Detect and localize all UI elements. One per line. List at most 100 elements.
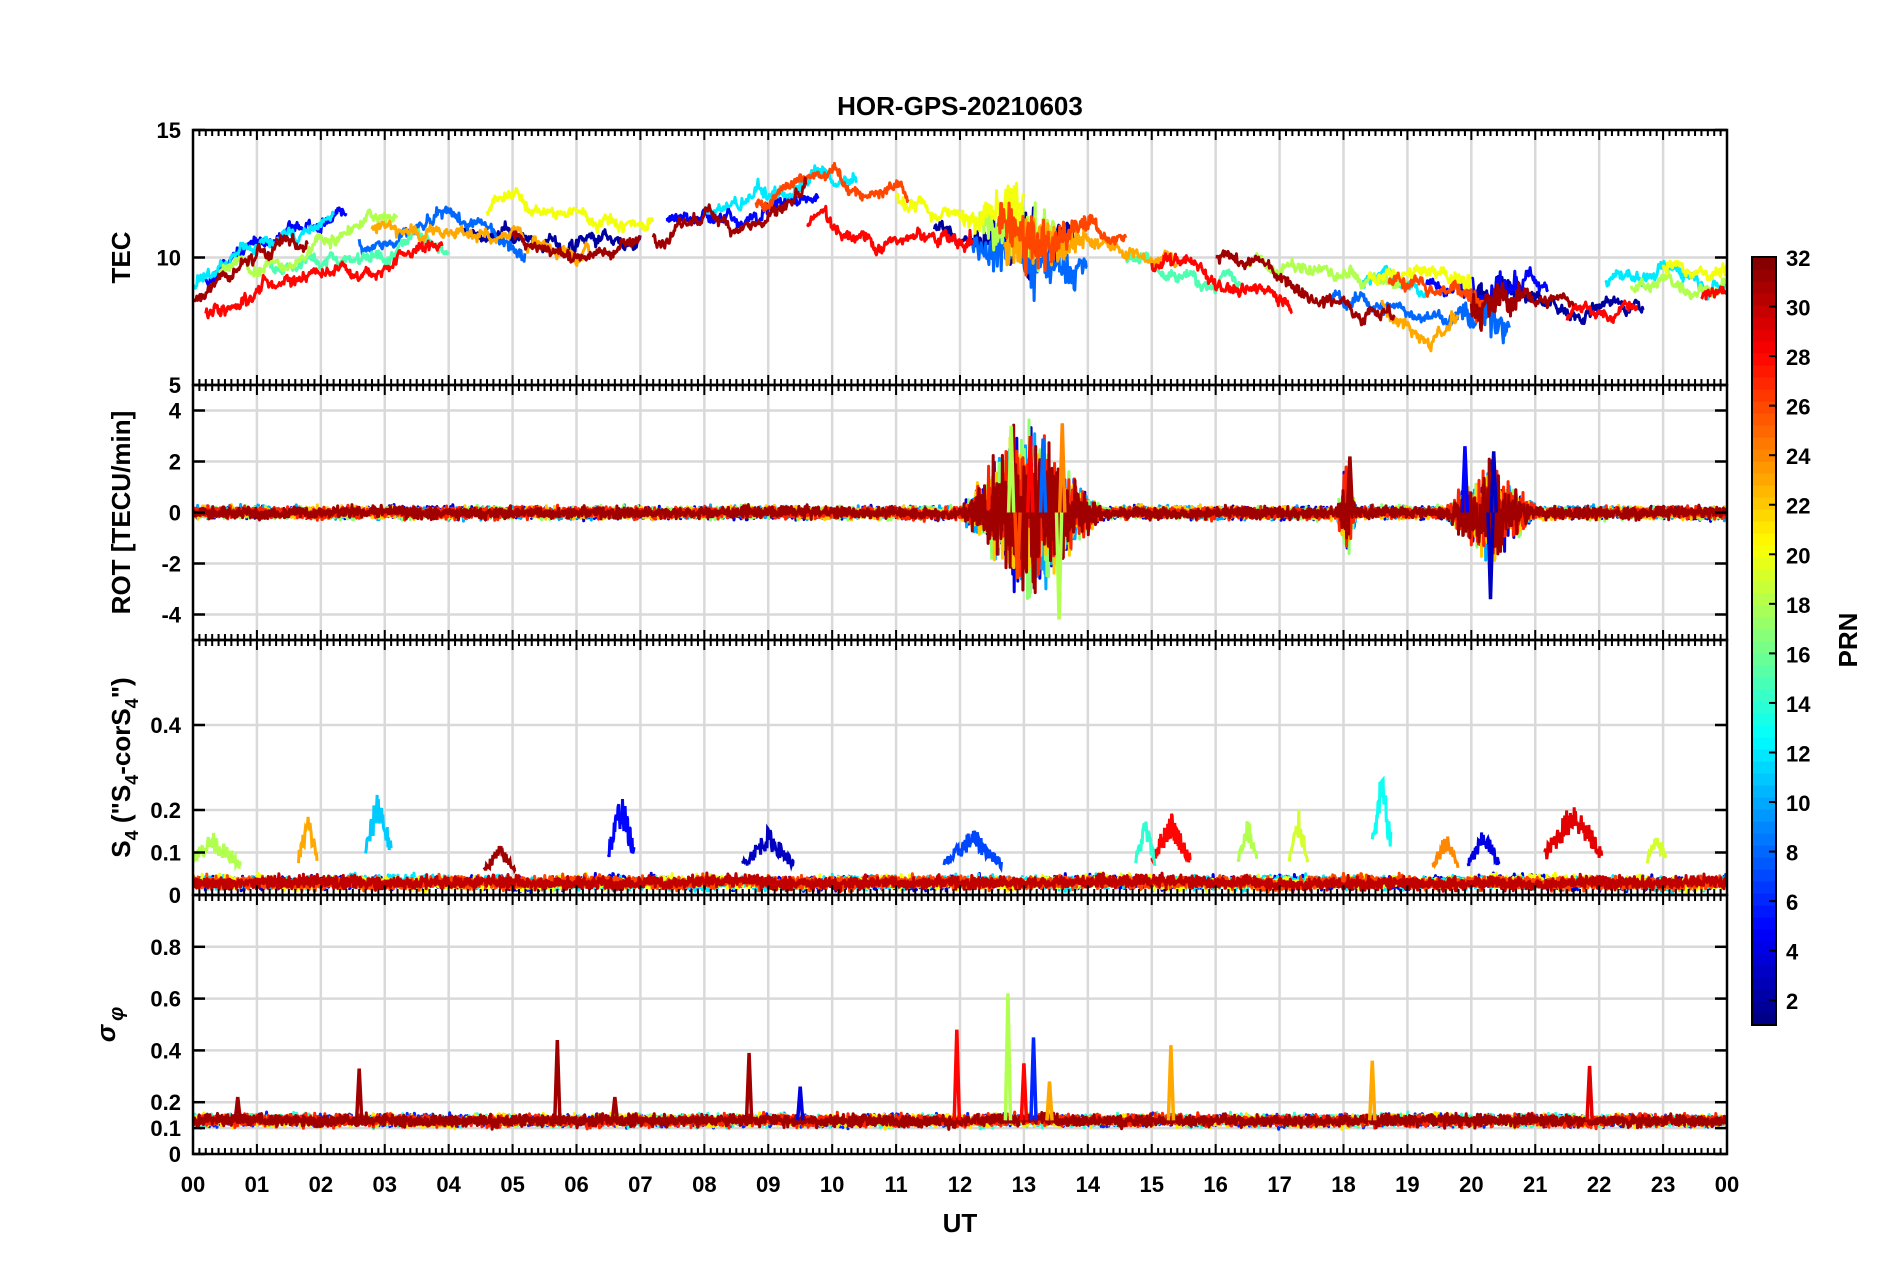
spike-prn-8 [1038, 438, 1048, 513]
burst-prn-31 [482, 845, 517, 875]
burst-prn-24 [1431, 836, 1460, 870]
panel-tec: 5 10 15 TEC [106, 118, 1729, 398]
burst-prn-29 [1543, 807, 1604, 860]
colorbar-segment [1752, 857, 1776, 870]
colorbar-segment [1752, 521, 1776, 534]
y-label-part: φ [106, 1007, 128, 1021]
y-label-part: σ [91, 1023, 121, 1042]
panel-sigma: 00.10.2 0.4 0.6 0.8 σφ [91, 893, 1729, 1167]
colorbar-segment [1752, 269, 1776, 282]
y-label-part: -corS [106, 708, 136, 774]
colorbar-segment [1752, 701, 1776, 714]
colorbar-segment [1752, 809, 1776, 822]
colorbar-segment [1752, 737, 1776, 750]
x-tick-label: 23 [1651, 1172, 1675, 1197]
colorbar-segment [1752, 401, 1776, 414]
x-tick-label: 08 [692, 1172, 716, 1197]
y-label-part: ("S [106, 785, 136, 831]
colorbar-tick-label: 2 [1786, 989, 1798, 1014]
series-prn-8 [971, 227, 1088, 302]
spike-prn-4 [795, 1086, 805, 1121]
x-tick-label: 15 [1140, 1172, 1164, 1197]
spike-prn-31 [354, 1068, 364, 1121]
colorbar-segment [1752, 449, 1776, 462]
spike-prn-31 [744, 1052, 754, 1121]
colorbar-segment [1752, 773, 1776, 786]
colorbar-segment [1752, 593, 1776, 606]
colorbar-segment [1752, 797, 1776, 810]
x-tick-label: 06 [564, 1172, 588, 1197]
colorbar-tick-label: 16 [1786, 642, 1810, 667]
x-tick-label: 21 [1523, 1172, 1547, 1197]
y-tick-label: -2 [161, 552, 181, 577]
colorbar-segment [1752, 665, 1776, 678]
colorbar-segment [1752, 329, 1776, 342]
colorbar-segment [1752, 905, 1776, 918]
colorbar-segment [1752, 617, 1776, 630]
colorbar-segment [1752, 953, 1776, 966]
colorbar-segment [1752, 893, 1776, 906]
colorbar-segment [1752, 965, 1776, 978]
colorbar-segment [1752, 281, 1776, 294]
colorbar-segment [1752, 881, 1776, 894]
burst-prn-23 [297, 816, 319, 864]
x-tick-label: 12 [948, 1172, 972, 1197]
y-label-part: 4 [122, 698, 142, 708]
series-prn-20 [485, 186, 655, 234]
x-tick-label: 09 [756, 1172, 780, 1197]
series-prn-31 [193, 423, 1727, 595]
spike-prn-23 [1045, 1081, 1054, 1121]
y-tick-label: 0.4 [150, 713, 181, 738]
series-prn-20 [1661, 259, 1727, 282]
colorbar-segment [1752, 353, 1776, 366]
x-tick-label: 10 [820, 1172, 844, 1197]
panel-tec-data [193, 161, 1727, 353]
y-tick-label: 0.1 [150, 1116, 181, 1141]
colorbar-segment [1752, 1001, 1776, 1014]
panel-rot-data [193, 418, 1727, 620]
colorbar-tick-label: 26 [1786, 395, 1810, 420]
y-tick-label: -4 [161, 603, 181, 628]
colorbar-segment [1752, 713, 1776, 726]
x-tick-label: 17 [1267, 1172, 1291, 1197]
colorbar-segment [1752, 821, 1776, 834]
y-tick-label: 2 [169, 450, 181, 475]
colorbar-tick-label: 6 [1786, 890, 1798, 915]
spike-prn-31 [610, 1096, 620, 1121]
spike-prn-24 [1057, 423, 1067, 513]
x-tick-label: 04 [436, 1172, 461, 1197]
burst-prn-14 [1134, 821, 1157, 867]
colorbar-segment [1752, 941, 1776, 954]
series-prn-18 [217, 208, 399, 278]
y-tick-label: 0.1 [150, 841, 181, 866]
y-tick-label: 0 [169, 883, 181, 908]
x-tick-label: 22 [1587, 1172, 1611, 1197]
colorbar-segment [1752, 605, 1776, 618]
y-tick-label: 0.2 [150, 1090, 181, 1115]
colorbar-tick-label: 20 [1786, 543, 1810, 568]
colorbar-segment [1752, 1013, 1776, 1026]
colorbar-segment [1752, 377, 1776, 390]
x-tick-label: 02 [309, 1172, 333, 1197]
y-tick-label: 5 [169, 373, 181, 398]
colorbar-segment [1752, 473, 1776, 486]
colorbar-tick-label: 24 [1786, 444, 1811, 469]
x-tick-label: 14 [1076, 1172, 1101, 1197]
y-tick-label: 0.4 [150, 1038, 181, 1063]
y-label-part: ") [106, 677, 136, 698]
x-tick-label: 18 [1331, 1172, 1355, 1197]
colorbar-segment [1752, 869, 1776, 882]
colorbar-segment [1752, 389, 1776, 402]
y-label-part: 4 [122, 775, 142, 785]
series-prn-28 [805, 204, 974, 257]
spike-prn-31 [553, 1039, 562, 1121]
colorbar-segment [1752, 689, 1776, 702]
x-tick-label: 16 [1203, 1172, 1227, 1197]
burst-prn-18 [193, 832, 242, 872]
colorbar-segment [1752, 845, 1776, 858]
colorbar-segment [1752, 533, 1776, 546]
spike-prn-3 [1489, 451, 1499, 513]
colorbar-tick-label: 12 [1786, 741, 1810, 766]
x-tick-label: 03 [373, 1172, 397, 1197]
